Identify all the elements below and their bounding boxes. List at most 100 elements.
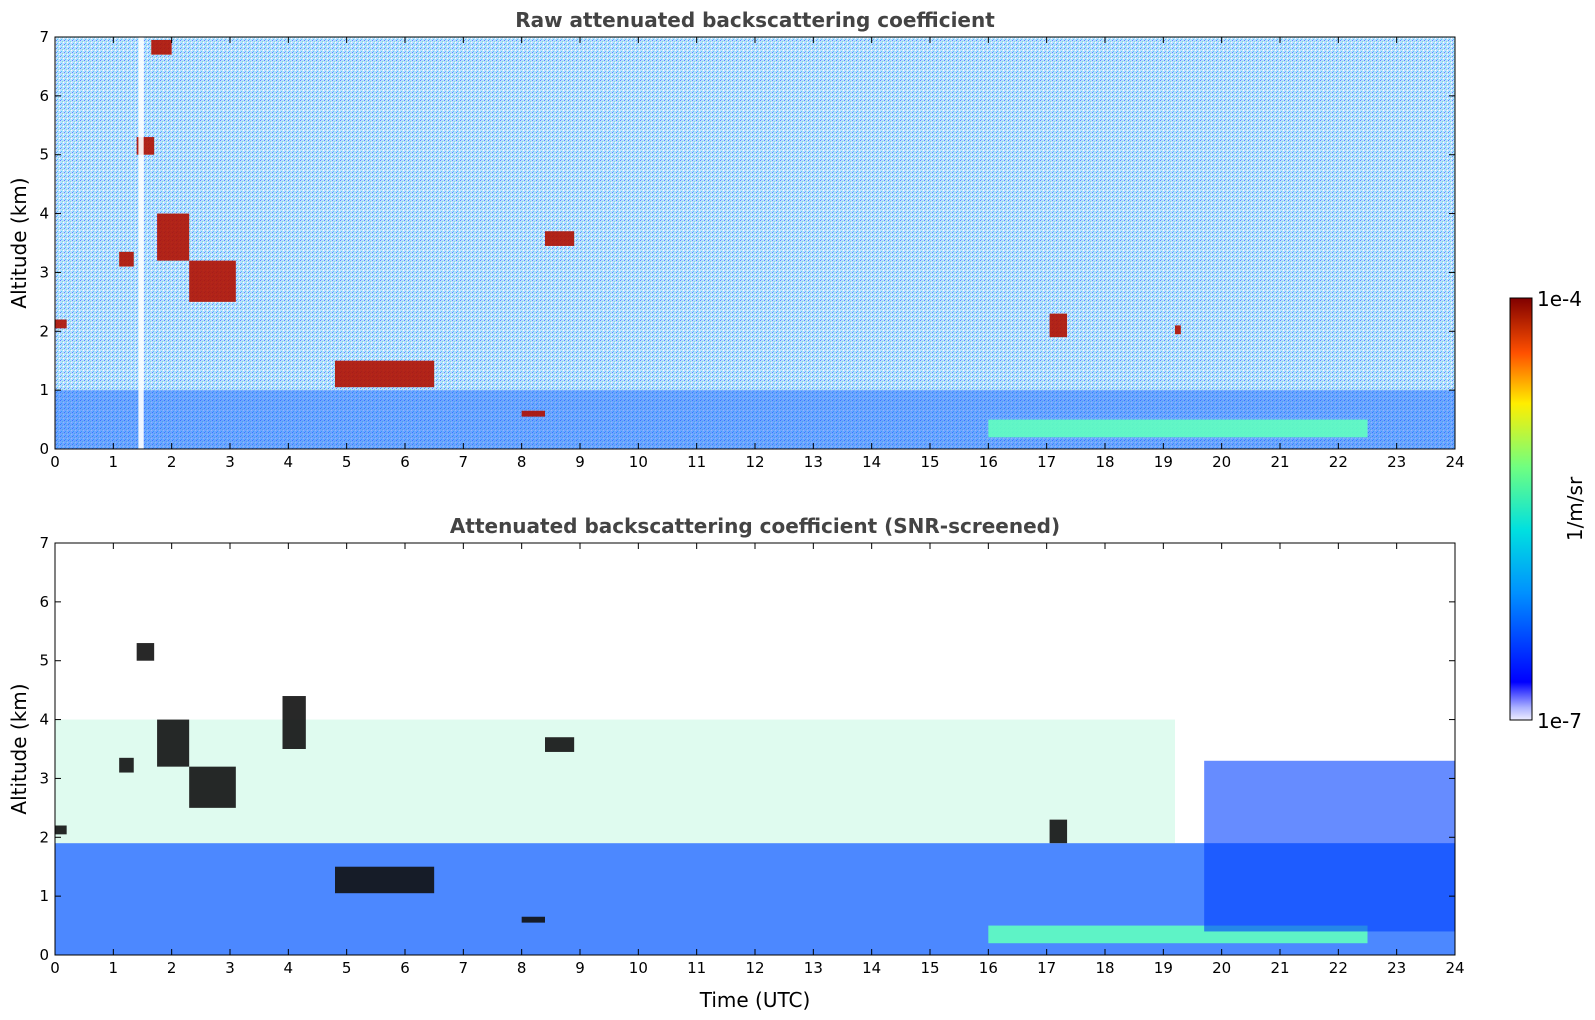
x-tick-label: 15 bbox=[920, 959, 939, 977]
aerosol-region bbox=[55, 719, 1175, 844]
x-tick-label: 24 bbox=[1445, 453, 1464, 471]
y-tick-label: 6 bbox=[39, 87, 49, 105]
y-tick-label: 5 bbox=[39, 146, 49, 164]
feature-cloud bbox=[1049, 313, 1068, 338]
x-tick-label: 16 bbox=[979, 959, 998, 977]
colorbar: 1e-4 1e-7 1/m/sr bbox=[1509, 287, 1587, 733]
x-tick-label: 10 bbox=[629, 453, 648, 471]
panel2-axes: 0 1 2 3 4 5 6 7 8 9 10 11 12 13 14 15 16 17 18 19 20 21 22 23 24… bbox=[39, 534, 1464, 977]
feature-cloud bbox=[521, 916, 545, 923]
x-tick-label: 11 bbox=[687, 453, 706, 471]
x-tick-label: 20 bbox=[1212, 453, 1231, 471]
y-tick-label: 1 bbox=[39, 887, 49, 905]
x-tick-label: 6 bbox=[400, 959, 410, 977]
colorbar-max-label: 1e-4 bbox=[1537, 287, 1582, 311]
feature-cloud bbox=[119, 757, 134, 773]
x-tick-label: 3 bbox=[225, 453, 235, 471]
feature-aerosol-layer bbox=[988, 419, 1368, 438]
snr-screened-panel: Attenuated backscattering coefficient (S… bbox=[7, 514, 1465, 1012]
x-tick-label: 3 bbox=[225, 959, 235, 977]
x-tick-label: 2 bbox=[167, 453, 177, 471]
feature-cloud bbox=[189, 766, 236, 808]
x-tick-label: 11 bbox=[687, 959, 706, 977]
feature-cloud bbox=[55, 825, 67, 835]
panel2-ylabel: Altitude (km) bbox=[7, 683, 31, 814]
x-tick-label: 1 bbox=[109, 959, 119, 977]
x-tick-label: 20 bbox=[1212, 959, 1231, 977]
panel1-title: Raw attenuated backscattering coefficien… bbox=[515, 8, 995, 32]
feature-cloud bbox=[136, 643, 155, 661]
x-tick-label: 0 bbox=[50, 959, 60, 977]
x-tick-label: 18 bbox=[1095, 453, 1114, 471]
x-tick-label: 22 bbox=[1329, 959, 1348, 977]
y-tick-label: 2 bbox=[39, 828, 49, 846]
x-tick-label: 0 bbox=[50, 453, 60, 471]
feature-cloud bbox=[545, 737, 575, 752]
x-tick-label: 18 bbox=[1095, 959, 1114, 977]
x-tick-label: 15 bbox=[920, 453, 939, 471]
panel2-title: Attenuated backscattering coefficient (S… bbox=[450, 514, 1060, 538]
y-tick-label: 0 bbox=[39, 440, 49, 458]
y-tick-label: 3 bbox=[39, 263, 49, 281]
y-tick-label: 7 bbox=[39, 534, 49, 552]
x-tick-label: 10 bbox=[629, 959, 648, 977]
x-tick-label: 6 bbox=[400, 453, 410, 471]
y-tick-label: 6 bbox=[39, 593, 49, 611]
feature-cloud bbox=[189, 260, 236, 302]
x-tick-label: 7 bbox=[459, 959, 469, 977]
x-tick-label: 19 bbox=[1154, 453, 1173, 471]
snr-screened-plot-area bbox=[55, 543, 1455, 955]
feature-cloud bbox=[1049, 819, 1068, 844]
x-tick-label: 7 bbox=[459, 453, 469, 471]
y-tick-label: 7 bbox=[39, 28, 49, 46]
x-tick-label: 16 bbox=[979, 453, 998, 471]
feature-cloud bbox=[157, 213, 190, 261]
x-tick-label: 14 bbox=[862, 453, 881, 471]
boundary-layer bbox=[55, 390, 1455, 449]
feature-cloud bbox=[282, 696, 306, 749]
feature-cloud bbox=[55, 319, 67, 329]
feature-cloud bbox=[1175, 325, 1181, 335]
x-tick-label: 1 bbox=[109, 453, 119, 471]
feature-cloud bbox=[157, 719, 190, 767]
x-tick-label: 13 bbox=[804, 959, 823, 977]
feature-cloud bbox=[335, 360, 435, 388]
x-tick-label: 5 bbox=[342, 453, 352, 471]
feature-cloud bbox=[521, 410, 545, 417]
x-tick-label: 17 bbox=[1037, 959, 1056, 977]
y-tick-label: 2 bbox=[39, 322, 49, 340]
x-tick-label: 8 bbox=[517, 453, 527, 471]
panel2-xlabel: Time (UTC) bbox=[699, 988, 811, 1012]
colorbar-gradient bbox=[1509, 297, 1533, 721]
x-tick-label: 9 bbox=[575, 453, 585, 471]
panel1-axes: 0 1 2 3 4 5 6 7 8 9 10 11 12 13 14 15 16 17 18 19 20 21 22 23 24… bbox=[39, 28, 1464, 471]
x-tick-label: 5 bbox=[342, 959, 352, 977]
colorbar-min-label: 1e-7 bbox=[1537, 709, 1582, 733]
field-background bbox=[55, 37, 1455, 449]
y-tick-label: 0 bbox=[39, 946, 49, 964]
x-tick-label: 22 bbox=[1329, 453, 1348, 471]
y-tick-label: 4 bbox=[39, 205, 49, 223]
feature-cloud bbox=[335, 866, 435, 894]
feature-cloud bbox=[151, 39, 172, 55]
x-tick-label: 4 bbox=[284, 959, 294, 977]
feature-missing-data bbox=[138, 37, 144, 449]
raw-backscatter-plot-area bbox=[55, 37, 1455, 449]
x-tick-label: 8 bbox=[517, 959, 527, 977]
x-tick-label: 9 bbox=[575, 959, 585, 977]
y-tick-label: 3 bbox=[39, 769, 49, 787]
y-tick-label: 5 bbox=[39, 652, 49, 670]
x-tick-label: 24 bbox=[1445, 959, 1464, 977]
x-tick-label: 19 bbox=[1154, 959, 1173, 977]
x-tick-label: 21 bbox=[1270, 453, 1289, 471]
x-tick-label: 12 bbox=[745, 959, 764, 977]
x-tick-label: 13 bbox=[804, 453, 823, 471]
feature-cloud bbox=[119, 251, 134, 267]
y-tick-label: 1 bbox=[39, 381, 49, 399]
colorbar-unit-label: 1/m/sr bbox=[1563, 476, 1587, 541]
panel1-ylabel: Altitude (km) bbox=[7, 177, 31, 308]
x-tick-label: 21 bbox=[1270, 959, 1289, 977]
y-tick-label: 4 bbox=[39, 711, 49, 729]
x-tick-label: 2 bbox=[167, 959, 177, 977]
